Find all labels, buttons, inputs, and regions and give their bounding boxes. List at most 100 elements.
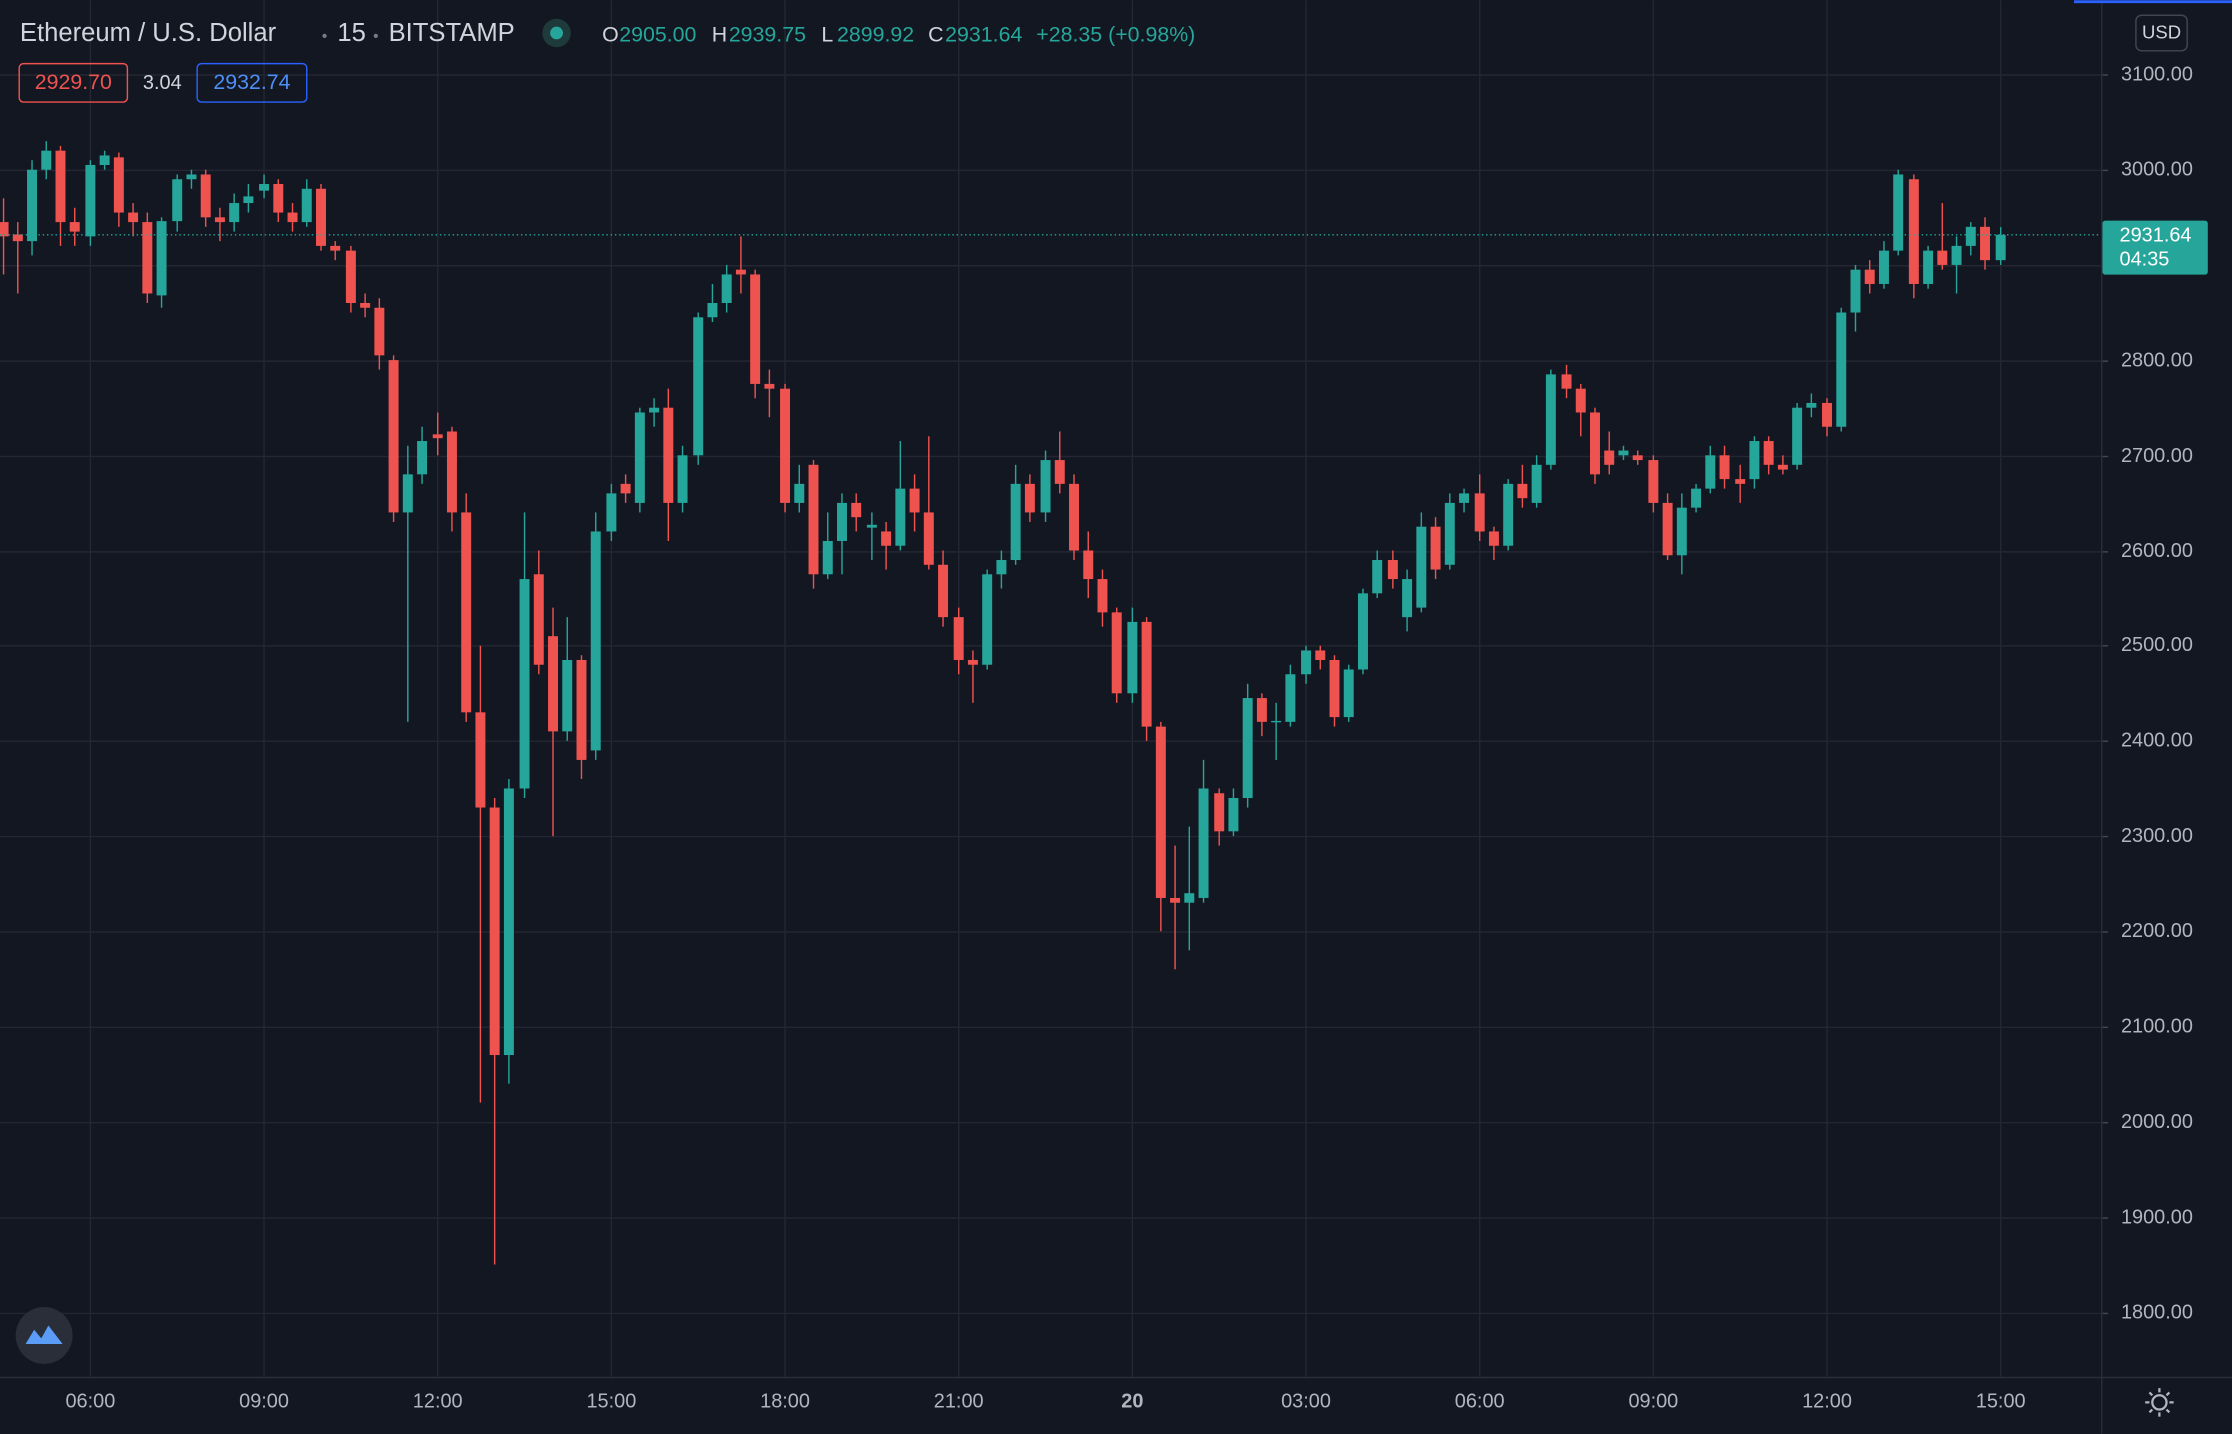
candle-body (461, 512, 472, 713)
candle-body (345, 250, 356, 303)
candle-body (1141, 621, 1152, 727)
candle-body (446, 431, 457, 513)
candle-body (649, 407, 660, 413)
candle-body (172, 179, 183, 222)
ohlc-value: 2899.92 (837, 23, 914, 47)
candle-body (1228, 798, 1239, 832)
y-tick-label: 2300.00 (2121, 825, 2193, 847)
candle-body (1198, 788, 1209, 898)
candle-body (200, 174, 211, 218)
y-tick-label: 1800.00 (2121, 1302, 2193, 1324)
candle-body (1069, 483, 1079, 551)
candle-body (1097, 579, 1108, 613)
candle-body (1777, 464, 1788, 470)
candle-body (1878, 250, 1889, 284)
candle-body (186, 174, 197, 180)
candle-body (99, 155, 110, 165)
candle-body (1590, 412, 1600, 475)
y-tick-label: 2500.00 (2121, 634, 2193, 656)
candle-body (503, 788, 514, 1056)
candle-body (1459, 493, 1470, 503)
candle-body (808, 464, 819, 575)
ohlc-value: 2931.64 (945, 23, 1022, 47)
candle-body (735, 269, 746, 275)
candle-body (1632, 455, 1643, 461)
candle-body (1735, 479, 1746, 484)
candle-body (606, 493, 617, 532)
candle-body (996, 560, 1007, 575)
candle-body (1691, 488, 1702, 508)
candle-body (1836, 312, 1847, 427)
candle-body (1575, 388, 1586, 413)
currency-button[interactable] (2135, 14, 2188, 52)
candle-body (1488, 531, 1499, 546)
bid: 2929.70 (35, 70, 112, 94)
x-tick-label: 09:00 (239, 1391, 289, 1413)
candle-body (1127, 621, 1138, 694)
candle-body (1864, 269, 1875, 284)
candle-body (1474, 493, 1485, 532)
candle-body (1705, 455, 1716, 489)
candle-body (1315, 650, 1326, 660)
candle-body (1792, 407, 1803, 465)
candle-body (1517, 483, 1528, 499)
candle-body (1010, 483, 1021, 561)
candle-body (1402, 579, 1413, 618)
ohlc-label: O (602, 23, 619, 47)
candle-body (576, 659, 587, 760)
candle-body (1806, 402, 1817, 408)
x-tick-label: 20 (1121, 1391, 1143, 1413)
candle-body (519, 579, 530, 789)
candle-body (1054, 460, 1065, 484)
candle-body (301, 188, 312, 223)
grid (0, 0, 2102, 1377)
ohlc-label: C (928, 23, 943, 47)
ask-box[interactable] (196, 62, 308, 103)
candle-body (938, 564, 949, 618)
candle-body (1995, 234, 2006, 261)
ohlc-label: H (712, 23, 727, 47)
candle-body (1357, 593, 1368, 670)
candle-body (1083, 550, 1094, 580)
candle-body (402, 474, 413, 513)
bid-box[interactable] (18, 62, 129, 103)
x-tick-label: 15:00 (586, 1391, 636, 1413)
x-tick-label: 03:00 (1281, 1391, 1331, 1413)
candle-body (287, 212, 298, 223)
y-tick-label: 2000.00 (2121, 1111, 2193, 1133)
y-tick-label: 2700.00 (2121, 445, 2193, 467)
candle-body (764, 383, 775, 389)
market-status-dot (550, 26, 563, 40)
candle-body (533, 574, 544, 665)
candle-body (374, 307, 385, 356)
x-tick-label: 09:00 (1628, 1391, 1678, 1413)
candle-body (1822, 402, 1833, 427)
candle-body (1763, 441, 1774, 465)
candle-body (1430, 526, 1441, 570)
candle-body (1531, 464, 1542, 503)
interval[interactable]: 15 (337, 19, 366, 47)
x-tick-label: 06:00 (65, 1391, 115, 1413)
x-tick-label: 21:00 (934, 1391, 984, 1413)
candle-body (1256, 698, 1267, 722)
settings-ring (2151, 1394, 2168, 1411)
candle-body (1343, 669, 1354, 718)
candle-body (1937, 250, 1948, 265)
candle-body (214, 217, 225, 223)
y-tick-label: 3000.00 (2121, 159, 2193, 181)
candle-body (707, 302, 718, 318)
candle-body (1024, 483, 1035, 513)
candle-body (663, 407, 674, 503)
candle-body (388, 360, 399, 513)
y-tick-label: 2800.00 (2121, 349, 2193, 371)
candle-body (229, 203, 240, 223)
candle-body (0, 222, 9, 237)
candle-body (1965, 226, 1976, 246)
candle-body (1372, 560, 1383, 594)
candle-body (85, 164, 96, 237)
settings-icon[interactable] (2145, 1388, 2174, 1417)
candle-body (1444, 502, 1455, 565)
x-tick-label: 12:00 (1802, 1391, 1852, 1413)
